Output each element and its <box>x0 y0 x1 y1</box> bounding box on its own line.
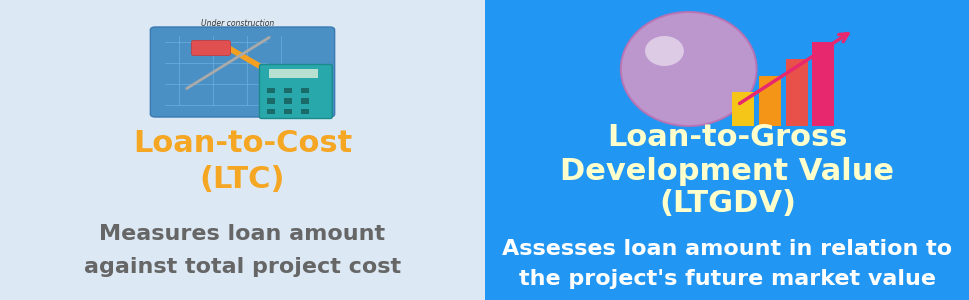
FancyBboxPatch shape <box>484 0 969 300</box>
Text: Loan-to-Cost: Loan-to-Cost <box>133 130 352 158</box>
FancyBboxPatch shape <box>259 64 331 118</box>
Text: the project's future market value: the project's future market value <box>518 269 935 289</box>
FancyBboxPatch shape <box>284 98 293 104</box>
FancyBboxPatch shape <box>0 0 484 300</box>
FancyBboxPatch shape <box>266 98 275 104</box>
FancyBboxPatch shape <box>300 98 309 104</box>
Text: (LTGDV): (LTGDV) <box>658 190 796 218</box>
FancyBboxPatch shape <box>284 88 293 93</box>
FancyBboxPatch shape <box>191 40 231 56</box>
Text: Development Value: Development Value <box>560 157 893 185</box>
FancyBboxPatch shape <box>812 42 833 126</box>
FancyBboxPatch shape <box>300 88 309 93</box>
Text: Measures loan amount: Measures loan amount <box>100 224 385 244</box>
Ellipse shape <box>644 36 683 66</box>
Text: Loan-to-Gross: Loan-to-Gross <box>607 124 847 152</box>
FancyBboxPatch shape <box>732 92 754 126</box>
FancyBboxPatch shape <box>266 109 275 114</box>
FancyBboxPatch shape <box>269 69 317 78</box>
Text: against total project cost: against total project cost <box>84 257 400 277</box>
FancyBboxPatch shape <box>300 109 309 114</box>
FancyBboxPatch shape <box>284 109 293 114</box>
Ellipse shape <box>620 12 756 126</box>
FancyBboxPatch shape <box>758 76 780 126</box>
FancyBboxPatch shape <box>150 27 334 117</box>
FancyBboxPatch shape <box>266 88 275 93</box>
FancyBboxPatch shape <box>785 59 806 126</box>
Text: Assesses loan amount in relation to: Assesses loan amount in relation to <box>502 239 952 259</box>
Text: Under construction: Under construction <box>201 20 274 28</box>
Text: (LTC): (LTC) <box>200 166 285 194</box>
